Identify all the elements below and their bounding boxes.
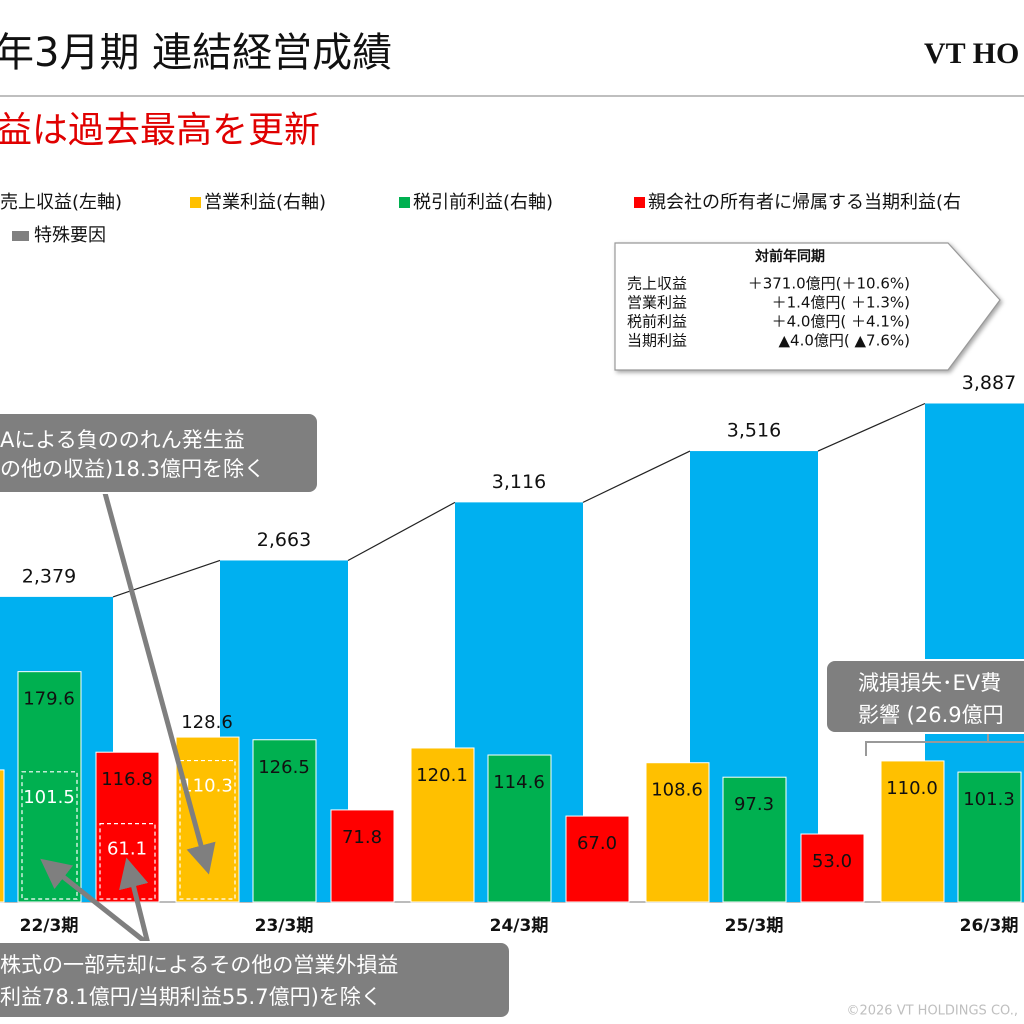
profit-label: 101.3 — [963, 789, 1015, 810]
profit-label: 71.8 — [342, 827, 382, 848]
callout-text: 減損損失･EV費 — [858, 671, 1001, 695]
comparison-value: ＋4.0億円( ＋4.1%) — [772, 313, 910, 331]
profit-bar — [0, 769, 5, 903]
profit-label: 116.8 — [101, 769, 153, 790]
profit-label: 120.1 — [416, 765, 468, 786]
special-box — [179, 759, 236, 900]
arrow — [102, 492, 216, 875]
profit-label: 126.5 — [258, 757, 310, 778]
profit-bar — [957, 771, 1022, 903]
category-label: 25/3期 — [725, 916, 784, 936]
profit-bar — [565, 815, 630, 903]
profit-label: 179.6 — [23, 689, 75, 710]
legend-swatch — [634, 197, 645, 208]
special-label: 61.1 — [107, 839, 147, 860]
revenue-connector — [817, 402, 926, 452]
profit-label: 108.6 — [651, 780, 703, 801]
bracket — [865, 733, 1024, 756]
subtitle: 益は過去最高を更新 — [0, 110, 320, 151]
legend-swatch — [190, 197, 201, 208]
profit-bar — [645, 762, 710, 903]
profit-bar — [800, 833, 865, 903]
comparison-box — [614, 242, 1001, 371]
comparison-value: ＋1.4億円( ＋1.3%) — [772, 294, 910, 312]
callout-text: 株式の一部売却によるその他の営業外損益 — [0, 953, 398, 977]
callout-text: 利益78.1億円/当期利益55.7億円)を除く — [0, 985, 382, 1009]
legend-swatch — [12, 231, 29, 241]
revenue-connector — [582, 450, 691, 503]
profit-bar — [880, 760, 945, 903]
category-label: 23/3期 — [255, 916, 314, 936]
revenue-label: 2,663 — [257, 529, 311, 551]
footer: ©2026 VT HOLDINGS CO., — [846, 1004, 1018, 1019]
category-label: 24/3期 — [490, 916, 549, 936]
comparison-item: 売上収益 — [627, 275, 687, 293]
profit-label: 53.0 — [812, 851, 852, 872]
special-label: 110.3 — [181, 776, 233, 797]
header-title: 年3月期 連結経営成績 — [0, 30, 392, 76]
revenue-label: 3,887 — [962, 372, 1016, 394]
special-box — [99, 823, 156, 900]
profit-label: 110.0 — [886, 778, 938, 799]
profit-bar — [487, 754, 552, 903]
special-label: 101.5 — [23, 787, 75, 808]
comparison-item: 営業利益 — [627, 294, 687, 312]
profit-label: 67.0 — [577, 833, 617, 854]
profit-bar — [252, 739, 317, 903]
callout-text: の他の収益)18.3億円を除く — [0, 457, 265, 481]
profit-label: 114.6 — [493, 772, 545, 793]
comparison-title: 対前年同期 — [754, 248, 825, 265]
comparison-item: 税前利益 — [627, 313, 687, 331]
callout-box — [825, 659, 1024, 734]
profit-label: 128.6 — [181, 712, 233, 733]
callout-box — [0, 941, 511, 1019]
legend-label: 営業利益(右軸) — [204, 192, 326, 213]
logo: VT HO — [924, 37, 1019, 70]
category-label: 22/3期 — [20, 916, 79, 936]
legend-swatch — [399, 197, 410, 208]
profit-label: 97.3 — [734, 794, 774, 815]
profit-bar — [722, 776, 787, 903]
profit-bar — [175, 736, 240, 903]
comparison-value: ＋371.0億円(＋10.6%) — [748, 275, 910, 293]
legend-label: 税引前利益(右軸) — [413, 192, 553, 213]
callout-text: 影響 (26.9億円 — [858, 703, 1004, 727]
legend-label: 親会社の所有者に帰属する当期利益(右 — [648, 192, 961, 213]
revenue-label: 3,516 — [727, 420, 781, 442]
revenue-connector — [347, 501, 456, 561]
revenue-label: 2,379 — [22, 565, 76, 587]
legend-label: 特殊要因 — [34, 225, 106, 246]
comparison-value: ▲4.0億円( ▲7.6%) — [778, 332, 910, 350]
callout-text: Aによる負ののれん発生益 — [0, 428, 245, 452]
arrow — [119, 857, 151, 945]
profit-bar — [330, 809, 395, 903]
profit-bar — [410, 747, 475, 903]
comparison-item: 当期利益 — [627, 332, 687, 350]
callout-box — [0, 412, 319, 494]
revenue-label: 3,116 — [492, 471, 546, 493]
legend-label: 売上収益(左軸) — [0, 192, 122, 213]
arrow — [40, 858, 150, 946]
category-label: 26/3期 — [960, 916, 1019, 936]
